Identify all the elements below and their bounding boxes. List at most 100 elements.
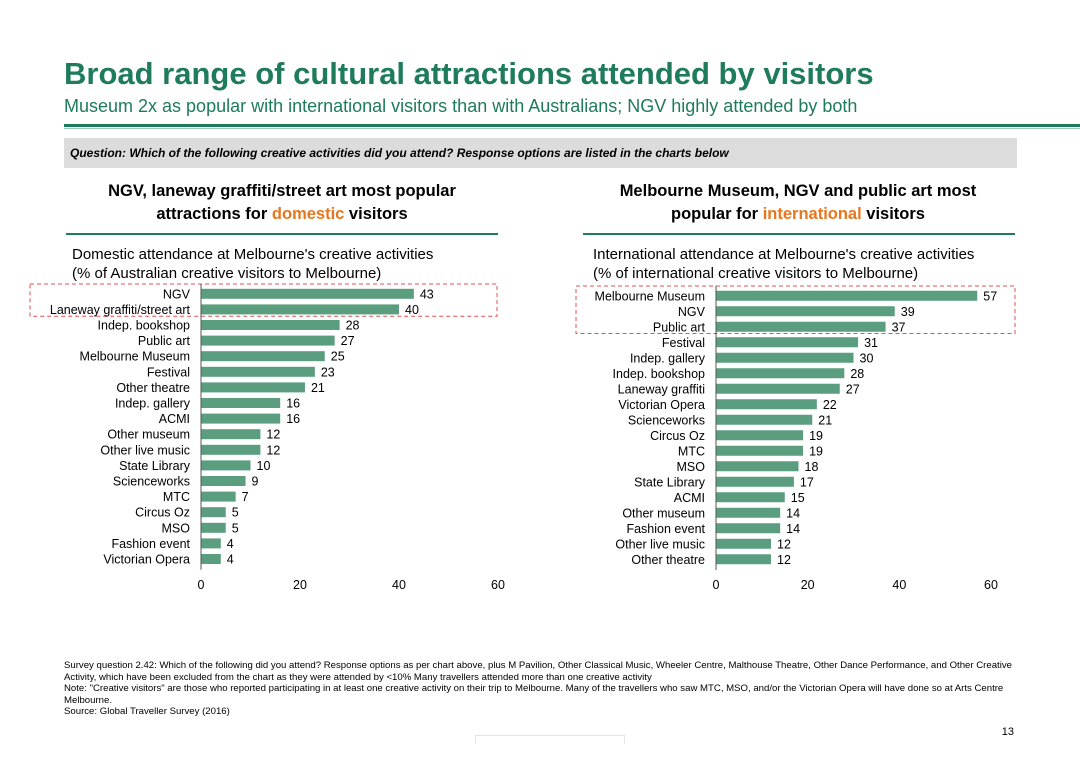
domestic-value-label: 5 [232, 506, 239, 520]
international-bar [716, 414, 813, 425]
domestic-bar [201, 288, 414, 299]
domestic-bar [201, 538, 221, 549]
international-value-label: 19 [809, 444, 823, 458]
international-category-label: Public art [653, 320, 706, 334]
international-value-label: 21 [818, 413, 832, 427]
international-value-label: 14 [786, 506, 800, 520]
international-bar [716, 368, 845, 379]
international-bar [716, 507, 781, 518]
domestic-category-label: Indep. gallery [115, 397, 191, 411]
slide-tab-outline [475, 735, 625, 744]
international-category-label: MSO [677, 460, 706, 474]
title-divider [64, 124, 1080, 127]
domestic-bar [201, 444, 261, 455]
international-bar [716, 445, 804, 456]
domestic-value-label: 12 [266, 428, 280, 442]
left-chart-subtitle: (% of Australian creative visitors to Me… [72, 265, 382, 282]
right-panel-heading: Melbourne Museum, NGV and public art mos… [583, 180, 1013, 226]
international-value-label: 57 [983, 289, 997, 303]
international-category-label: Indep. bookshop [613, 367, 705, 381]
international-category-label: Fashion event [626, 522, 705, 536]
international-category-label: Festival [662, 336, 705, 350]
international-category-label: Circus Oz [650, 429, 705, 443]
international-category-label: NGV [678, 305, 706, 319]
international-bar [716, 476, 794, 487]
domestic-category-label: Fashion event [111, 537, 190, 551]
domestic-bar [201, 460, 251, 471]
international-category-label: Scienceworks [628, 413, 705, 427]
left-chart-title: Domestic attendance at Melbourne's creat… [72, 246, 434, 263]
domestic-value-label: 16 [286, 397, 300, 411]
domestic-bar [201, 429, 261, 440]
page-title: Broad range of cultural attractions atte… [64, 56, 874, 91]
international-value-label: 12 [777, 537, 791, 551]
left-heading-highlight: domestic [271, 205, 345, 223]
international-bar [716, 492, 785, 503]
domestic-bar [201, 382, 305, 393]
international-tick-label: 40 [892, 578, 906, 592]
international-category-label: Other live music [615, 537, 705, 551]
international-bar [716, 337, 859, 348]
left-heading-line2: attractions for domestic visitors [67, 203, 497, 226]
domestic-value-label: 5 [232, 521, 239, 535]
domestic-category-label: Laneway graffiti/street art [50, 303, 191, 317]
international-value-label: 30 [860, 351, 874, 365]
international-bar [716, 306, 895, 317]
domestic-value-label: 4 [227, 553, 234, 567]
domestic-value-label: 7 [242, 490, 249, 504]
domestic-category-label: ACMI [159, 412, 190, 426]
international-category-label: MTC [678, 444, 705, 458]
title-divider-thin [64, 128, 1080, 129]
international-category-label: Laneway graffiti [618, 382, 705, 396]
domestic-category-label: Indep. bookshop [98, 319, 190, 333]
right-panel-divider [583, 233, 1015, 235]
domestic-value-label: 40 [405, 303, 419, 317]
domestic-category-label: MSO [162, 521, 191, 535]
domestic-bar [201, 351, 325, 362]
domestic-bar [201, 304, 399, 315]
domestic-category-label: Other museum [107, 428, 190, 442]
left-heading-pre: attractions for [156, 205, 272, 223]
domestic-value-label: 10 [257, 459, 271, 473]
international-bar [716, 430, 804, 441]
domestic-bar [201, 335, 335, 346]
international-category-label: Other museum [622, 506, 705, 520]
domestic-bar [201, 320, 340, 330]
international-category-label: Melbourne Museum [595, 289, 705, 303]
footnote-survey: Survey question 2.42: Which of the follo… [64, 660, 1012, 683]
international-category-label: Indep. gallery [630, 351, 706, 365]
international-value-label: 18 [805, 460, 819, 474]
international-bar [716, 538, 771, 549]
international-value-label: 22 [823, 398, 837, 412]
domestic-category-label: Public art [138, 334, 191, 348]
domestic-category-label: Scienceworks [113, 475, 190, 489]
international-bar [716, 383, 840, 394]
footnotes: Survey question 2.42: Which of the follo… [64, 660, 1024, 718]
page-subtitle: Museum 2x as popular with international … [64, 96, 858, 116]
international-bar [716, 554, 771, 565]
domestic-value-label: 16 [286, 412, 300, 426]
right-chart-subtitle: (% of international creative visitors to… [593, 265, 919, 282]
domestic-category-label: State Library [119, 459, 191, 473]
international-value-label: 28 [850, 367, 864, 381]
footnote-note: Note: "Creative visitors" are those who … [64, 683, 1004, 706]
domestic-value-label: 12 [266, 443, 280, 457]
left-chart-caption: Domestic attendance at Melbourne's creat… [72, 245, 433, 283]
domestic-value-label: 28 [346, 319, 360, 333]
domestic-value-label: 27 [341, 334, 355, 348]
domestic-category-label: Melbourne Museum [80, 350, 190, 364]
domestic-tick-label: 0 [198, 578, 205, 592]
left-panel-heading: NGV, laneway graffiti/street art most po… [67, 180, 497, 226]
right-heading-line2: popular for international visitors [583, 203, 1013, 226]
page-number: 13 [1001, 726, 1014, 738]
domestic-category-label: Other live music [100, 443, 190, 457]
right-chart-title: International attendance at Melbourne's … [593, 246, 975, 263]
domestic-bar [201, 554, 221, 564]
domestic-bar [201, 366, 315, 377]
international-bar [716, 399, 817, 410]
domestic-category-label: Festival [147, 365, 190, 379]
international-value-label: 15 [791, 491, 805, 505]
international-bar [716, 290, 978, 301]
international-category-label: Other theatre [631, 553, 705, 567]
domestic-category-label: MTC [163, 490, 190, 504]
